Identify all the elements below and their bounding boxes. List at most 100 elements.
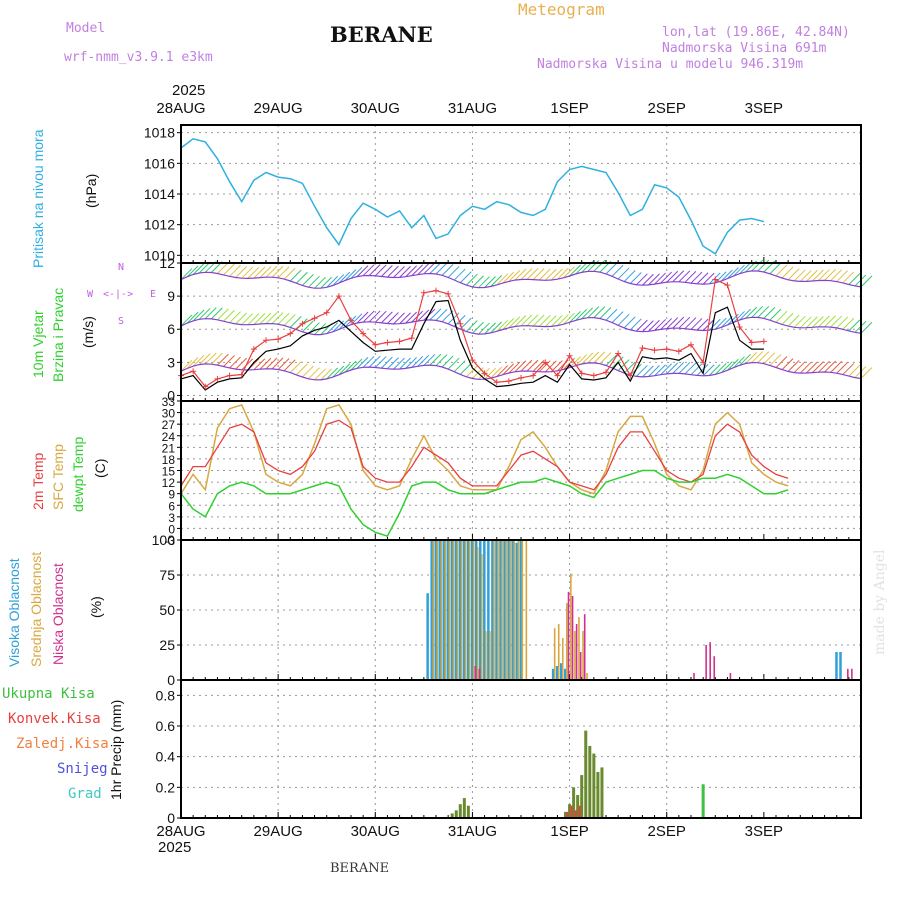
x-tick-label-top: 2SEP: [648, 100, 686, 117]
wind-barb-band-mid: [326, 322, 339, 334]
wind-barb-band-mid: [793, 315, 806, 328]
wind-barb-band-low: [569, 356, 581, 368]
wind-barb-band-top: [241, 266, 254, 279]
wind-barb-band-low: [271, 357, 284, 370]
wind-barb-band-top-baseline: [180, 270, 862, 289]
wind-gust-marker: [651, 347, 658, 354]
wind-barb-band-low: [338, 363, 351, 376]
cloud-bar: [503, 540, 506, 680]
wind-gust-marker: [372, 341, 379, 348]
wind-barb-band-mid: [429, 308, 442, 321]
wind-gust-marker: [675, 348, 682, 355]
cloud-bar: [847, 668, 849, 680]
wind-barb-band-mid: [514, 315, 527, 327]
wind-barb-band-low: [180, 359, 193, 372]
wind-barb-band-low: [381, 356, 393, 369]
cloud-bar: [713, 656, 716, 680]
wind-barb-band-top: [860, 275, 873, 288]
wind-barb-band-low: [745, 352, 757, 364]
wind-gust-marker: [250, 346, 257, 353]
wind-barb-band-mid: [302, 320, 314, 333]
cloud-bar: [693, 673, 695, 680]
cloud-bar: [513, 540, 516, 680]
y-tick-label: 12: [162, 476, 176, 490]
wind-barb-band-mid: [557, 314, 569, 326]
panel-frame: [180, 679, 862, 819]
wind-gust-marker: [578, 370, 585, 377]
wind-gust-marker: [433, 287, 439, 294]
precip-bar: [584, 730, 588, 818]
wind-barb-band-low: [302, 365, 314, 378]
wind-barb-band-mid: [569, 310, 581, 323]
wind-barb-band-low: [648, 365, 660, 377]
cloud-bar: [454, 540, 458, 680]
x-tick-label-top: 31AUG: [448, 100, 497, 117]
wind-barb-band-top: [441, 263, 454, 276]
y-tick-label: 0.4: [156, 749, 176, 765]
wind-barb-band-top: [411, 264, 424, 277]
cloud-bar: [509, 540, 511, 680]
cloud-bar: [839, 652, 842, 680]
precip-bar: [701, 784, 705, 818]
wind-barb-band-mid: [399, 312, 411, 325]
wind-barb-band-top: [623, 270, 636, 282]
wind-barb-band-mid: [356, 311, 369, 324]
wind-barb-band-low: [763, 352, 776, 365]
wind-barb-band-top: [502, 271, 515, 284]
y-tick-label: 0: [168, 522, 175, 536]
wind-barb-band-top: [544, 268, 557, 281]
wind-barb-band-low: [350, 358, 363, 371]
cloud-bar: [570, 573, 572, 680]
wind-barb-band-top: [551, 268, 563, 281]
wind-barb-band-low: [320, 368, 332, 381]
wind-barb-band-mid: [538, 315, 551, 327]
wind-barb-band-top: [496, 273, 509, 286]
wind-gust-marker: [384, 339, 391, 346]
wind-barb-band-mid: [478, 322, 490, 335]
wind-barb-band-top: [824, 269, 836, 281]
wind-gust-marker: [615, 350, 622, 357]
y-tick-label: 30: [162, 407, 176, 421]
wind-barb-band-top: [848, 273, 861, 285]
wind-barb-band-top: [727, 267, 739, 279]
wind-barb-band-mid: [204, 307, 217, 320]
wind-barb-band-mid: [229, 311, 241, 324]
cloud-bar: [579, 652, 582, 680]
wind-barb-band-mid: [283, 314, 296, 326]
wind-barb-band-top: [812, 269, 824, 282]
wind-barb-band-low: [818, 360, 830, 373]
cloud-bar: [491, 540, 494, 680]
pressure-line: [180, 137, 765, 255]
dewpt-temp-line: [180, 469, 789, 538]
y-tick-label: 75: [159, 567, 175, 583]
wind-barb-band-top: [617, 267, 630, 280]
wind-barb-band-mid: [824, 315, 836, 328]
wind-barb-band-top: [739, 262, 751, 275]
wind-barb-band-low: [502, 363, 515, 376]
precip-bar: [588, 745, 592, 818]
wind-gust-marker: [760, 338, 767, 345]
wind-barb-band-mid: [374, 310, 387, 323]
wind-gust-marker: [469, 357, 476, 364]
cloud-bar: [555, 666, 559, 680]
y-tick-label: 1012: [144, 217, 175, 233]
wind-barb-band-mid: [526, 314, 539, 327]
wind-barb-band-mid: [642, 320, 654, 332]
wind-barb-band-low: [636, 365, 648, 377]
precip-bar: [576, 795, 580, 818]
wind-barb-band-low: [435, 354, 448, 366]
y-tick-label: 6: [167, 321, 175, 337]
x-tick-label-bottom: 1SEP: [550, 823, 588, 840]
cloud-bar: [438, 540, 442, 680]
cloud-bar: [472, 540, 475, 680]
wind-barb-band-mid: [605, 308, 618, 321]
wind-barb-band-mid: [806, 316, 818, 329]
wind-barb-band-top: [818, 269, 830, 281]
wind-barb-band-low: [204, 352, 217, 365]
wind-gust-marker: [226, 372, 233, 379]
legend-zaledj: Zaledj.Kisa: [16, 736, 109, 752]
temp-2m-line: [180, 419, 789, 491]
y-tick-label: 100: [152, 532, 176, 548]
wind-barb-band-top: [466, 273, 478, 286]
wind-barb-band-top: [217, 262, 229, 274]
